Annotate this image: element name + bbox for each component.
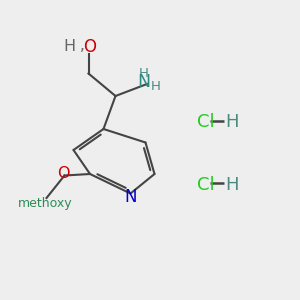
Text: N: N	[124, 188, 137, 206]
Text: H: H	[151, 80, 161, 93]
Text: O: O	[83, 38, 97, 56]
Text: O: O	[57, 167, 69, 182]
Text: Cl: Cl	[196, 176, 214, 194]
Text: H: H	[225, 176, 238, 194]
Text: methoxy: methoxy	[18, 197, 72, 211]
Text: H: H	[63, 39, 75, 54]
Text: H: H	[139, 67, 149, 80]
Text: ,: ,	[80, 38, 85, 52]
Text: N: N	[137, 73, 151, 91]
Text: Cl: Cl	[196, 113, 214, 131]
Text: H: H	[225, 113, 238, 131]
